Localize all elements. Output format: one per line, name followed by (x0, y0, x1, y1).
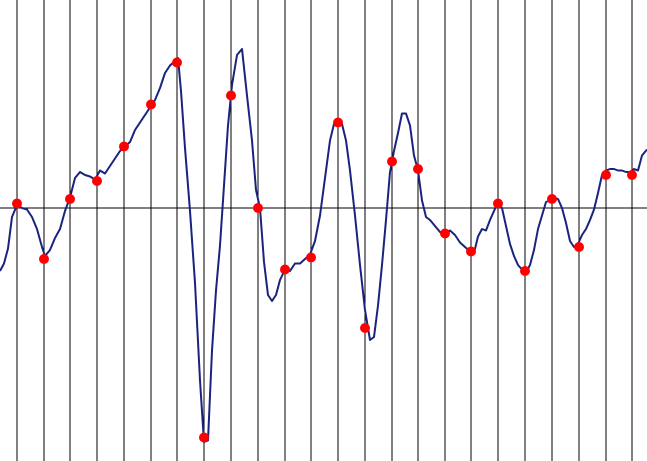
sample-point-15 (387, 156, 397, 167)
sample-point-6 (146, 99, 156, 110)
sample-point-21 (547, 194, 557, 204)
sample-point-18 (466, 246, 476, 257)
sample-point-1 (12, 198, 22, 209)
sample-point-3 (65, 194, 75, 204)
sample-point-19 (493, 198, 503, 209)
sample-point-23 (601, 170, 611, 180)
sample-point-4 (92, 176, 102, 186)
vertical-gridlines (16, 0, 633, 461)
sample-point-12 (306, 252, 316, 263)
sample-point-14 (360, 323, 370, 333)
sample-point-13 (333, 117, 343, 128)
sample-point-5 (119, 141, 129, 152)
sample-point-9 (226, 90, 236, 101)
sample-point-16 (413, 164, 423, 174)
sample-point-11 (280, 264, 290, 275)
sample-point-10 (253, 203, 263, 213)
sample-point-20 (520, 266, 530, 276)
sample-points (12, 57, 637, 443)
sample-point-17 (440, 228, 450, 239)
sample-point-7 (172, 57, 182, 68)
sample-point-8 (199, 432, 209, 443)
sample-point-24 (627, 170, 637, 180)
sample-point-22 (574, 242, 584, 252)
sample-point-2 (39, 254, 49, 264)
